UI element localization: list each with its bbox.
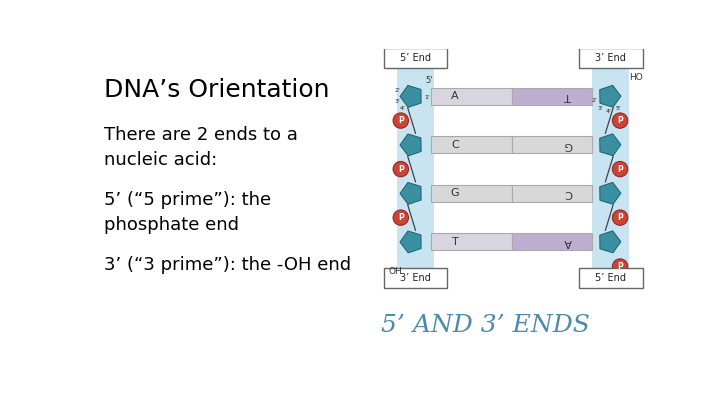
- Text: 3’ (“3 prime”): the -OH end: 3’ (“3 prime”): the -OH end: [104, 256, 351, 275]
- Text: 3’ End: 3’ End: [595, 53, 626, 63]
- Polygon shape: [600, 134, 621, 156]
- Text: T: T: [564, 92, 572, 101]
- Text: 2': 2': [591, 98, 597, 102]
- Text: 3': 3': [394, 99, 400, 104]
- Text: 4': 4': [606, 109, 612, 114]
- Text: 3’ End: 3’ End: [400, 273, 431, 283]
- Text: P: P: [398, 213, 404, 222]
- FancyBboxPatch shape: [579, 268, 642, 288]
- FancyBboxPatch shape: [384, 48, 447, 68]
- Polygon shape: [600, 182, 621, 204]
- Polygon shape: [400, 231, 421, 253]
- FancyBboxPatch shape: [431, 136, 512, 153]
- FancyBboxPatch shape: [593, 64, 629, 272]
- Text: G: G: [564, 140, 572, 150]
- FancyBboxPatch shape: [384, 268, 447, 288]
- Text: 5’ (“5 prime”): the
phosphate end: 5’ (“5 prime”): the phosphate end: [104, 191, 271, 234]
- Text: P: P: [398, 164, 404, 174]
- Text: There are 2 ends to a
nucleic acid:: There are 2 ends to a nucleic acid:: [104, 126, 298, 168]
- FancyBboxPatch shape: [512, 136, 593, 153]
- Text: P: P: [617, 213, 623, 222]
- Text: 5': 5': [616, 106, 622, 111]
- Circle shape: [612, 210, 628, 225]
- Polygon shape: [400, 134, 421, 156]
- Text: P: P: [617, 262, 623, 271]
- Circle shape: [612, 113, 628, 128]
- Text: DNA’s Orientation: DNA’s Orientation: [104, 78, 330, 102]
- FancyBboxPatch shape: [397, 64, 434, 272]
- Text: T: T: [452, 237, 459, 247]
- Text: 5’ End: 5’ End: [595, 273, 626, 283]
- Text: P: P: [398, 116, 404, 125]
- Text: OH: OH: [388, 266, 402, 276]
- Circle shape: [393, 113, 408, 128]
- FancyBboxPatch shape: [512, 88, 593, 105]
- Text: G: G: [451, 188, 459, 198]
- Polygon shape: [400, 85, 421, 107]
- Circle shape: [393, 210, 408, 225]
- Text: 3': 3': [597, 106, 603, 111]
- FancyBboxPatch shape: [431, 185, 512, 202]
- Text: 5’ AND 3’ ENDS: 5’ AND 3’ ENDS: [381, 314, 590, 337]
- FancyBboxPatch shape: [431, 233, 512, 250]
- Text: C: C: [564, 188, 572, 198]
- Text: 5': 5': [426, 77, 433, 85]
- Polygon shape: [600, 231, 621, 253]
- FancyBboxPatch shape: [512, 233, 593, 250]
- Text: 2': 2': [394, 88, 400, 94]
- Text: A: A: [451, 92, 459, 101]
- Text: C: C: [451, 140, 459, 150]
- Text: P: P: [617, 116, 623, 125]
- FancyBboxPatch shape: [579, 48, 642, 68]
- Circle shape: [612, 259, 628, 274]
- Circle shape: [612, 162, 628, 177]
- FancyBboxPatch shape: [431, 88, 512, 105]
- Text: A: A: [564, 237, 572, 247]
- Text: P: P: [617, 164, 623, 174]
- Text: 5’ End: 5’ End: [400, 53, 431, 63]
- Text: HO: HO: [629, 72, 643, 81]
- Text: 1': 1': [424, 95, 430, 100]
- FancyBboxPatch shape: [512, 185, 593, 202]
- Circle shape: [393, 162, 408, 177]
- Polygon shape: [400, 182, 421, 205]
- Polygon shape: [600, 85, 621, 107]
- Text: 4': 4': [400, 106, 405, 111]
